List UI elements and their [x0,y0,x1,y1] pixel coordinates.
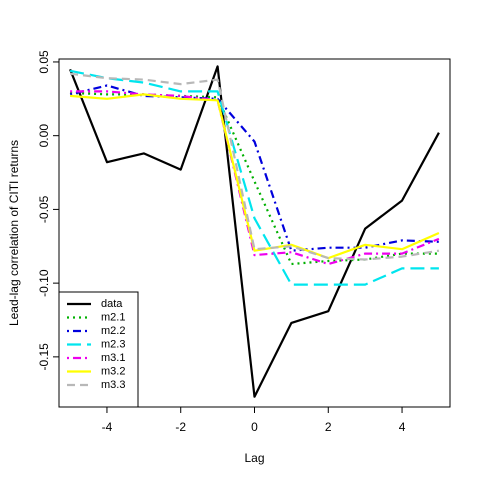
x-tick-label: 2 [325,420,332,434]
series-line-m3-1 [70,90,440,266]
series-layer [69,65,440,398]
x-tick-label: -2 [175,420,186,434]
legend-label: m3.1 [101,352,125,364]
x-axis: -4 -2 0 2 4 [102,406,406,434]
legend-label: m2.1 [101,312,125,324]
series-line-data [69,65,440,398]
legend-label: m3.2 [101,366,125,378]
y-tick-label: -0.05 [37,195,51,223]
x-tick-label: -4 [102,420,113,434]
y-tick-label: -0.10 [37,269,51,297]
legend: data m2.1m2.2 m2.3m3.1 m3.2m3.3 [58,291,139,408]
y-tick-label: 0.05 [37,50,51,74]
series-line-m2-1 [70,91,439,266]
y-axis: -0.15 -0.10 -0.05 0.00 0.05 [37,50,60,371]
y-tick-label: 0.00 [37,124,51,148]
y-axis-label: Lead-lag correlation of CITI returns [7,140,21,326]
series-line-m2-3 [69,69,439,286]
legend-label: m2.2 [101,325,125,337]
x-axis-label: Lag [244,451,264,465]
x-tick-label: 0 [251,420,258,434]
legend-label: m2.3 [101,339,125,351]
series-line-m3-3 [69,72,440,261]
series-line-m3-2 [70,93,440,260]
y-tick-label: -0.15 [37,343,51,371]
x-tick-label: 4 [399,420,406,434]
series-line-m2-2 [69,84,439,252]
legend-label: data [101,298,123,310]
legend-box [58,291,139,408]
legend-label: m3.3 [101,379,125,391]
